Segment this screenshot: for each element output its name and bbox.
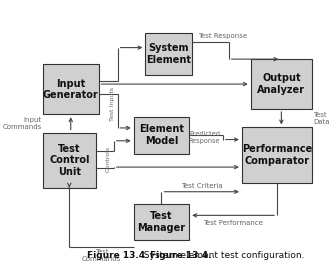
Text: Output
Analyzer: Output Analyzer	[257, 73, 305, 95]
FancyBboxPatch shape	[43, 64, 99, 114]
Text: Test Inputs: Test Inputs	[110, 87, 115, 121]
Text: Figure 13.4.: Figure 13.4.	[150, 251, 211, 260]
Text: System element test configuration.: System element test configuration.	[138, 251, 305, 260]
Text: System
Element: System Element	[146, 43, 191, 65]
Text: Element
Model: Element Model	[139, 124, 184, 146]
Text: Controls: Controls	[106, 146, 111, 172]
Text: Test Performance: Test Performance	[203, 220, 263, 226]
Text: Test
Commands: Test Commands	[82, 249, 121, 262]
Text: Test
Manager: Test Manager	[138, 211, 185, 233]
FancyBboxPatch shape	[134, 203, 189, 240]
FancyBboxPatch shape	[242, 127, 312, 183]
FancyBboxPatch shape	[145, 33, 192, 75]
Text: Input
Commands: Input Commands	[2, 117, 42, 130]
Text: Performance
Comparator: Performance Comparator	[242, 144, 312, 166]
Text: Predicted
Response: Predicted Response	[188, 131, 220, 144]
FancyBboxPatch shape	[251, 59, 312, 109]
Text: Test
Control
Unit: Test Control Unit	[49, 144, 90, 177]
FancyBboxPatch shape	[43, 133, 96, 188]
Text: Figure 13.4.: Figure 13.4.	[87, 251, 148, 260]
Text: Input
Generator: Input Generator	[43, 78, 99, 100]
Text: Test
Data: Test Data	[314, 112, 330, 125]
Text: Test Criteria: Test Criteria	[181, 183, 222, 189]
Text: Test Response: Test Response	[197, 33, 247, 39]
FancyBboxPatch shape	[134, 117, 189, 154]
